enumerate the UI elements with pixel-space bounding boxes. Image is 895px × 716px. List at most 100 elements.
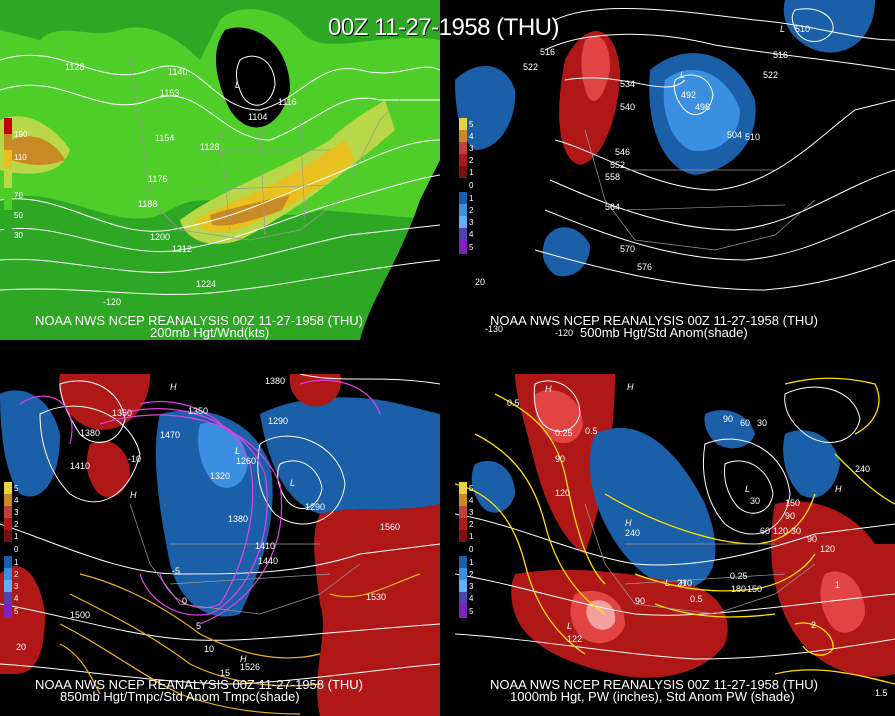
- svg-text:564: 564: [605, 202, 620, 212]
- svg-text:0: 0: [469, 181, 474, 190]
- svg-text:190: 190: [14, 130, 28, 139]
- svg-text:516: 516: [540, 47, 555, 57]
- svg-text:90: 90: [635, 596, 645, 606]
- svg-text:534: 534: [620, 79, 635, 89]
- svg-text:5: 5: [469, 243, 474, 252]
- svg-text:558: 558: [605, 172, 620, 182]
- svg-text:-120: -120: [103, 297, 121, 307]
- svg-text:1: 1: [14, 558, 19, 567]
- svg-text:1380: 1380: [228, 514, 248, 524]
- svg-text:150: 150: [747, 584, 762, 594]
- svg-text:4: 4: [469, 594, 474, 603]
- svg-text:-5: -5: [172, 566, 180, 576]
- svg-text:180: 180: [731, 584, 746, 594]
- svg-text:4: 4: [469, 496, 474, 505]
- svg-text:240: 240: [855, 464, 870, 474]
- svg-text:1176: 1176: [148, 174, 167, 184]
- svg-text:1: 1: [835, 580, 840, 590]
- svg-text:1380: 1380: [80, 428, 100, 438]
- svg-text:5: 5: [469, 484, 474, 493]
- svg-text:20: 20: [475, 277, 485, 287]
- caption-200mb-line2: 200mb Hgt/Wnd(kts): [150, 325, 270, 340]
- svg-text:1: 1: [469, 194, 474, 203]
- svg-text:2: 2: [469, 520, 474, 529]
- svg-text:120: 120: [820, 544, 835, 554]
- svg-text:L: L: [780, 24, 785, 34]
- svg-text:4: 4: [469, 132, 474, 141]
- svg-text:3: 3: [469, 582, 474, 591]
- svg-text:1526: 1526: [240, 662, 260, 672]
- svg-text:1212: 1212: [172, 244, 192, 254]
- svg-text:1: 1: [14, 532, 19, 541]
- svg-text:30: 30: [750, 496, 760, 506]
- svg-text:122: 122: [567, 634, 582, 644]
- svg-text:240: 240: [625, 528, 640, 538]
- svg-text:-10: -10: [128, 454, 141, 464]
- svg-text:H: H: [170, 382, 177, 392]
- svg-text:3: 3: [469, 218, 474, 227]
- map-200mb: 1128 1140 1153 1154 1176 1188 1200 1212 …: [0, 0, 440, 340]
- svg-text:30: 30: [757, 418, 767, 428]
- svg-text:-130: -130: [485, 324, 503, 334]
- svg-text:1200: 1200: [150, 232, 170, 242]
- svg-text:L: L: [235, 80, 240, 90]
- panel-1000mb: 0.5 0.25 0.5 90 120 90 60 30 240 150 120…: [455, 374, 895, 716]
- caption-500mb-line2: 500mb Hgt/Std Anom(shade): [580, 325, 748, 340]
- svg-text:1116: 1116: [278, 97, 297, 107]
- svg-text:10: 10: [204, 644, 214, 654]
- svg-text:1350: 1350: [112, 408, 132, 418]
- svg-text:1: 1: [469, 168, 474, 177]
- svg-text:1410: 1410: [70, 461, 90, 471]
- panel-500mb: 516 522 534 540 546 552 558 564 570 576 …: [455, 0, 895, 340]
- caption-1000mb-line1: NOAA NWS NCEP REANALYSIS 00Z 11-27-1958 …: [490, 677, 818, 692]
- svg-text:120: 120: [773, 526, 788, 536]
- svg-text:5: 5: [469, 607, 474, 616]
- svg-text:110: 110: [14, 153, 27, 162]
- svg-text:1224: 1224: [196, 279, 216, 289]
- legend-1000mb: 5 4 3 2 1 0 1 2 3 4 5: [459, 482, 474, 618]
- svg-text:5: 5: [469, 120, 474, 129]
- svg-text:504: 504: [727, 130, 742, 140]
- svg-text:1154: 1154: [155, 133, 174, 143]
- panel-200mb: 1128 1140 1153 1154 1176 1188 1200 1212 …: [0, 0, 440, 340]
- svg-text:4: 4: [14, 594, 19, 603]
- caption-1000mb-line2: 1000mb Hgt, PW (inches), Std Anom PW (sh…: [510, 689, 795, 704]
- svg-text:1290: 1290: [305, 502, 325, 512]
- svg-text:L: L: [235, 446, 240, 456]
- svg-text:522: 522: [763, 70, 778, 80]
- svg-text:2: 2: [811, 620, 816, 630]
- svg-text:0: 0: [182, 596, 187, 606]
- svg-text:0.25: 0.25: [555, 428, 573, 438]
- svg-text:522: 522: [523, 62, 538, 72]
- svg-text:1: 1: [469, 532, 474, 541]
- svg-text:2: 2: [14, 520, 19, 529]
- svg-text:576: 576: [637, 262, 652, 272]
- svg-text:2: 2: [14, 570, 19, 579]
- svg-text:90: 90: [555, 454, 565, 464]
- legend-200mb: 190 110 70 50 30: [4, 118, 28, 240]
- svg-text:90: 90: [785, 511, 795, 521]
- svg-text:2: 2: [469, 206, 474, 215]
- svg-text:1530: 1530: [366, 592, 386, 602]
- svg-text:60: 60: [760, 526, 770, 536]
- svg-text:516: 516: [773, 50, 788, 60]
- svg-text:1410: 1410: [255, 541, 275, 551]
- svg-text:4: 4: [14, 496, 19, 505]
- svg-text:120: 120: [555, 488, 570, 498]
- svg-text:1560: 1560: [380, 522, 400, 532]
- svg-text:1128: 1128: [65, 62, 84, 72]
- svg-text:3: 3: [469, 508, 474, 517]
- panel-850mb: 1350 1380 1410 1470 1350 1320 1260 1290 …: [0, 374, 440, 716]
- svg-text:5: 5: [14, 607, 19, 616]
- svg-text:1153: 1153: [160, 88, 179, 98]
- svg-text:1290: 1290: [268, 416, 288, 426]
- svg-text:H: H: [625, 518, 632, 528]
- svg-text:0.25: 0.25: [730, 571, 748, 581]
- svg-text:210: 210: [677, 578, 692, 588]
- svg-text:498: 498: [695, 102, 710, 112]
- svg-text:552: 552: [610, 160, 625, 170]
- svg-text:1260: 1260: [236, 456, 256, 466]
- svg-text:1350: 1350: [188, 406, 208, 416]
- map-1000mb: 0.5 0.25 0.5 90 120 90 60 30 240 150 120…: [455, 374, 895, 716]
- svg-text:1470: 1470: [160, 430, 180, 440]
